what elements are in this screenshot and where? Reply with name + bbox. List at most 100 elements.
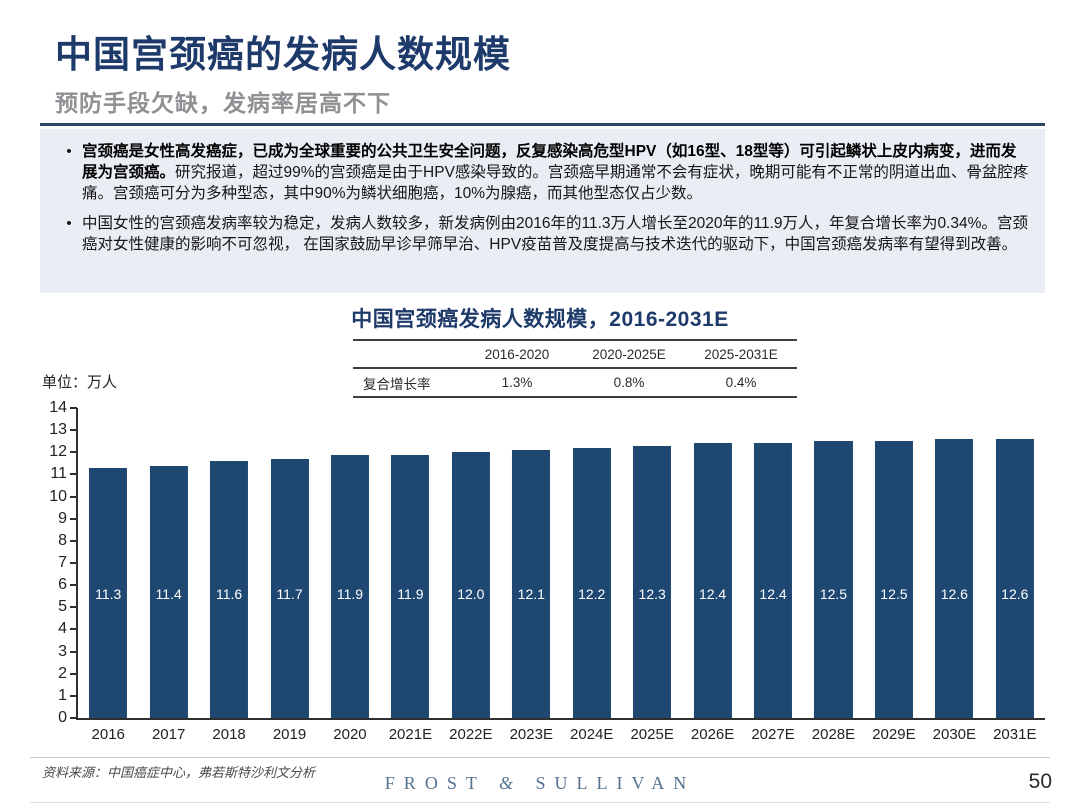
x-category-label: 2023E <box>509 726 553 743</box>
x-category-label: 2016 <box>91 726 125 743</box>
bar-2023E <box>512 450 551 718</box>
y-tick-mark <box>70 650 77 653</box>
logo-ampersand: & <box>499 773 523 793</box>
cagr-table: 2016-2020 2020-2025E 2025-2031E 复合增长率 1.… <box>353 339 797 398</box>
cagr-table-col-header: 2020-2025E <box>592 346 666 362</box>
y-tick-label: 2 <box>58 664 67 682</box>
bar-2016 <box>89 467 128 718</box>
x-category-label: 2022E <box>449 726 493 743</box>
x-category-label: 2026E <box>690 726 735 743</box>
bullet-item: • 宫颈癌是女性高发癌症，已成为全球重要的公共卫生安全问题，反复感染高危型HPV… <box>56 141 1029 204</box>
page-title: 中国宫颈癌的发病人数规模 <box>55 34 511 75</box>
bar-2020 <box>330 454 369 718</box>
x-category-label: 2025E <box>630 726 674 743</box>
bar-value-label: 12.5 <box>819 586 848 602</box>
y-tick-mark <box>70 451 77 454</box>
x-category-label: 2020 <box>333 726 367 743</box>
y-tick-mark <box>70 628 77 631</box>
bar-2021E <box>391 454 430 718</box>
bar-value-label: 12.6 <box>1001 586 1029 602</box>
bar-value-label: 11.9 <box>336 586 364 602</box>
cagr-table-header-row: 2016-2020 2020-2025E 2025-2031E <box>353 340 797 368</box>
x-category-label: 2027E <box>751 726 795 743</box>
bar-slot-2024E: 12.2 <box>562 408 622 718</box>
bar-value-label: 12.5 <box>880 586 908 602</box>
logo-text-frost: FROST <box>384 773 499 793</box>
bullet-text-regular: 中国女性的宫颈癌发病率较为稳定，发病人数较多，新发病例由2016年的11.3万人… <box>82 215 1028 253</box>
bar-value-label: 12.2 <box>578 586 606 602</box>
cagr-table-col-header: 2016-2020 <box>484 346 550 362</box>
y-tick-mark <box>70 517 77 520</box>
bar-value-label: 11.3 <box>95 586 122 602</box>
y-tick-label: 3 <box>58 642 67 660</box>
y-tick-mark <box>70 473 77 476</box>
cagr-value: 0.4% <box>725 375 757 390</box>
y-tick-mark <box>70 429 77 432</box>
y-tick-label: 5 <box>58 598 67 616</box>
chart-title: 中国宫颈癌发病人数规模，2016-2031E <box>351 308 729 331</box>
y-tick-label: 9 <box>58 509 67 527</box>
y-tick-mark <box>70 717 77 719</box>
bar-slot-2027E: 12.4 <box>743 408 803 718</box>
bar-2024E <box>572 447 611 718</box>
bar-slot-2031E: 12.6 <box>985 408 1045 718</box>
x-category-label: 2017 <box>151 726 186 743</box>
bar-chart: 0 1 2 3 4 5 6 7 8 9 10 11 12 13 14 11.3 11.4 11.6 11.7 11.… <box>40 399 1045 758</box>
y-tick-label: 0 <box>58 709 67 726</box>
bar-slot-2016: 11.3 <box>78 408 138 718</box>
bar-value-label: 11.9 <box>397 586 424 602</box>
y-tick-mark <box>70 495 77 498</box>
bar-slot-2025E: 12.3 <box>622 408 682 718</box>
bullet-text: 中国女性的宫颈癌发病率较为稳定，发病人数较多，新发病例由2016年的11.3万人… <box>82 213 1029 255</box>
x-category-label: 2024E <box>570 726 614 743</box>
bar-2019 <box>270 458 309 718</box>
x-category-label: 2030E <box>932 726 977 743</box>
bar-slot-2021E: 11.9 <box>380 408 440 718</box>
bar-2030E <box>935 439 974 718</box>
bar-2029E <box>874 441 913 718</box>
source-note: 资料来源：中国癌症中心，弗若斯特沙利文分析 <box>42 765 316 780</box>
bar-slot-2030E: 12.6 <box>924 408 984 718</box>
y-tick-label: 6 <box>58 576 67 594</box>
title-divider <box>40 123 1045 126</box>
y-tick-mark <box>70 562 77 564</box>
y-tick-mark <box>70 672 77 675</box>
bar-2017 <box>149 465 188 718</box>
y-tick-label: 11 <box>50 465 67 483</box>
y-tick-label: 7 <box>58 554 67 571</box>
bar-slot-2023E: 12.1 <box>501 408 561 718</box>
plot-area: 11.3 11.4 11.6 11.7 11.9 11.9 12.0 12.1 12.2 12.3… <box>76 408 1045 720</box>
y-tick-mark <box>70 584 77 587</box>
page-subtitle: 预防手段欠缺，发病率居高不下 <box>55 89 391 116</box>
x-category-label: 2028E <box>811 726 856 743</box>
frost-sullivan-logo: FROST & SULLIVAN <box>0 773 1080 794</box>
bar-value-label: 11.7 <box>276 586 303 602</box>
bar-slot-2019: 11.7 <box>259 408 319 718</box>
bar-2026E <box>693 443 732 718</box>
x-category-label: 2031E <box>993 726 1037 743</box>
footer-bottom-rule <box>30 802 1050 803</box>
cagr-table-data-row: 复合增长率 1.3% 0.8% 0.4% <box>353 368 797 397</box>
bullet-text: 宫颈癌是女性高发癌症，已成为全球重要的公共卫生安全问题，反复感染高危型HPV（如… <box>82 141 1029 204</box>
y-tick-label: 1 <box>58 686 67 704</box>
bar-value-label: 12.0 <box>457 586 485 602</box>
footer-divider <box>30 757 1050 758</box>
bar-2027E <box>754 443 793 718</box>
bar-slot-2022E: 12.0 <box>441 408 501 718</box>
bullet-text-regular: 研究报道，超过99%的宫颈癌是由于HPV感染导致的。宫颈癌早期通常不会有症状，晚… <box>82 164 1029 202</box>
x-category-label: 2018 <box>212 726 246 743</box>
y-tick-label: 4 <box>58 620 67 638</box>
bar-2022E <box>451 452 490 718</box>
bar-value-label: 12.4 <box>698 586 727 602</box>
bar-2025E <box>633 445 672 718</box>
logo-text-sullivan: SULLIVAN <box>522 773 696 793</box>
bar-value-label: 11.4 <box>155 586 182 602</box>
x-category-label: 2029E <box>872 726 916 743</box>
x-category-label: 2019 <box>272 726 307 743</box>
y-tick-label: 14 <box>49 399 67 416</box>
bullet-item: • 中国女性的宫颈癌发病率较为稳定，发病人数较多，新发病例由2016年的11.3… <box>56 213 1029 255</box>
bar-value-label: 11.6 <box>215 586 243 602</box>
bar-2018 <box>210 461 249 718</box>
key-points-panel: • 宫颈癌是女性高发癌症，已成为全球重要的公共卫生安全问题，反复感染高危型HPV… <box>40 129 1045 293</box>
